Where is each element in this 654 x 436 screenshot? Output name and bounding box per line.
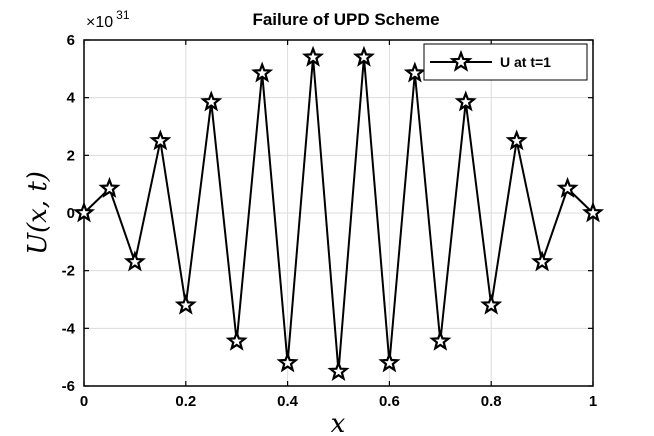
x-tick-label: 0.6	[379, 393, 400, 410]
grid	[83, 39, 594, 387]
data-point-star	[505, 129, 528, 151]
x-tick-label: 1	[589, 393, 597, 410]
y-axis-exponent-power: 31	[116, 8, 130, 22]
y-axis-exponent: ×10 31	[86, 8, 130, 31]
y-tick-label: 2	[67, 147, 75, 164]
legend-star-marker	[449, 49, 473, 72]
y-axis-label: U(x, t)	[23, 171, 53, 255]
x-tick-label: 0.4	[277, 393, 299, 410]
data-point-star	[581, 201, 605, 223]
legend: U at t=1	[423, 43, 588, 81]
x-tick-label: 0.8	[481, 393, 502, 410]
data-point-star	[429, 329, 452, 351]
data-point-star	[378, 351, 401, 373]
legend-label: U at t=1	[500, 54, 551, 70]
data-point-star	[302, 45, 325, 67]
series-layer	[72, 45, 605, 381]
x-tick-label: 0	[80, 393, 88, 410]
y-tick-label: -6	[62, 378, 75, 395]
data-point-star	[72, 201, 96, 223]
y-tick-label: 4	[67, 90, 76, 107]
data-point-star	[327, 359, 350, 381]
data-point-star	[123, 250, 146, 272]
data-point-star	[403, 61, 426, 83]
data-point-star	[251, 61, 274, 83]
axis-ticks: 0 0.2 0.4 0.6 0.8 1 -6 -4 -2 0 2 4 6	[62, 32, 598, 410]
y-tick-label: -2	[62, 263, 75, 280]
data-point-star	[149, 129, 172, 151]
data-point-star	[200, 90, 223, 112]
x-axis-label: x	[331, 409, 346, 436]
y-axis-exponent-base: ×10	[86, 14, 113, 31]
data-point-star	[480, 293, 503, 315]
data-point-star	[98, 176, 121, 198]
data-point-star	[531, 250, 554, 272]
x-tick-label: 0.2	[175, 393, 196, 410]
data-point-star	[225, 329, 248, 351]
y-tick-label: -4	[62, 320, 76, 337]
y-tick-label: 6	[67, 32, 75, 49]
data-point-star	[352, 45, 375, 67]
data-point-star	[556, 176, 579, 198]
legend-star	[449, 49, 473, 72]
data-point-star	[454, 90, 477, 112]
data-point-star	[174, 293, 197, 315]
y-tick-label: 0	[67, 205, 75, 222]
chart-title: Failure of UPD Scheme	[252, 10, 439, 29]
data-point-star	[276, 351, 299, 373]
